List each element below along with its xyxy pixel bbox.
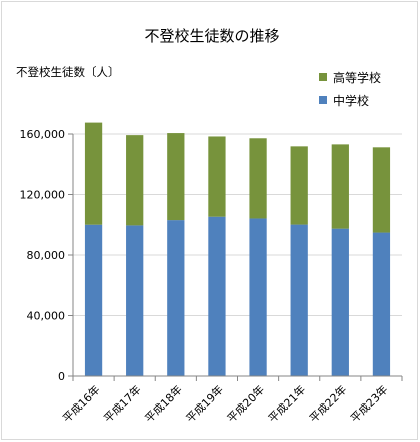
x-tick-label: 平成20年 [224,382,267,425]
y-axis: 0 40,000 80,000 120,000 160,000 [20,128,74,383]
x-tick-label: 平成16年 [60,382,103,425]
gridlines [73,133,402,316]
bar-high-school [126,135,144,226]
bar-high-school [249,138,267,219]
bar-high-school [331,144,349,229]
x-tick-label: 平成19年 [183,382,226,425]
chart-title: 不登校生徒数の推移 [144,27,279,45]
x-tick-label: 平成22年 [306,382,349,425]
bar-high-school [208,136,226,217]
x-tick-label: 平成18年 [142,382,185,425]
y-tick-label: 80,000 [27,249,66,262]
bar-junior-high [290,224,308,376]
x-tick-label: 平成17年 [101,382,144,425]
bar-high-school [372,147,391,233]
legend-swatch-junior-high [319,96,327,104]
bar-junior-high [372,232,391,376]
legend-swatch-high-school [319,73,327,81]
legend: 高等学校 中学校 [319,70,381,108]
bar-junior-high [208,216,226,376]
bar-junior-high [167,220,185,376]
bar-junior-high [126,225,144,376]
bars [84,122,391,376]
y-tick-label: 40,000 [27,310,66,323]
x-tick-label: 平成21年 [265,382,308,425]
bar-high-school [290,146,308,225]
y-axis-title: 不登校生徒数〔人〕 [16,65,120,79]
y-tick-label: 120,000 [20,189,66,202]
legend-label-high-school: 高等学校 [333,70,381,85]
bar-junior-high [331,228,349,376]
bar-high-school [84,122,103,225]
legend-label-junior-high: 中学校 [333,93,369,108]
bar-junior-high [249,218,267,376]
x-tick-label: 平成23年 [347,382,390,425]
bar-junior-high [84,224,103,376]
y-tick-label: 160,000 [20,128,66,141]
y-tick-label: 0 [58,370,65,383]
bar-high-school [167,133,185,221]
